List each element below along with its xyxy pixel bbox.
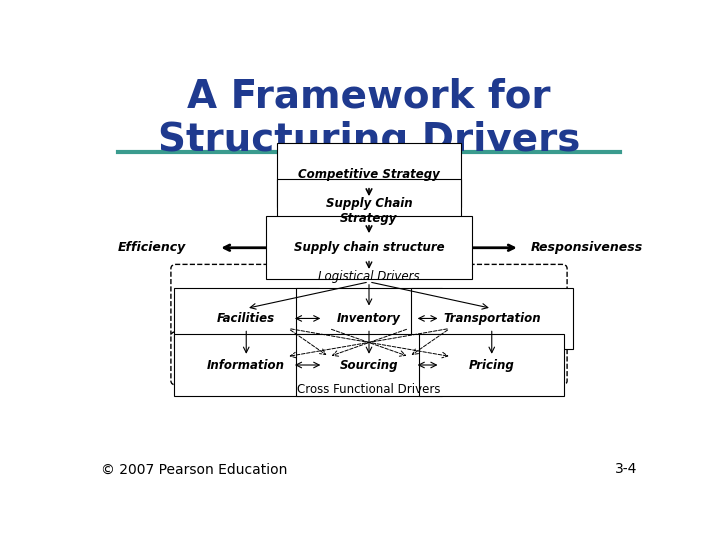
Text: Efficiency: Efficiency [117, 241, 186, 254]
Text: Supply Chain
Strategy: Supply Chain Strategy [325, 197, 413, 225]
FancyBboxPatch shape [277, 179, 461, 244]
FancyBboxPatch shape [266, 216, 472, 279]
Text: © 2007 Pearson Education: © 2007 Pearson Education [101, 462, 287, 476]
FancyBboxPatch shape [174, 288, 319, 349]
FancyBboxPatch shape [171, 332, 567, 385]
FancyBboxPatch shape [297, 334, 441, 396]
FancyBboxPatch shape [174, 334, 319, 396]
FancyBboxPatch shape [411, 288, 572, 349]
FancyBboxPatch shape [297, 288, 441, 349]
Text: Information: Information [207, 359, 285, 372]
FancyBboxPatch shape [171, 265, 567, 337]
Text: A Framework for
Structuring Drivers: A Framework for Structuring Drivers [158, 77, 580, 159]
Text: Transportation: Transportation [443, 312, 541, 325]
Text: Logistical Drivers: Logistical Drivers [318, 271, 420, 284]
Text: Inventory: Inventory [337, 312, 401, 325]
Text: Sourcing: Sourcing [340, 359, 398, 372]
Text: Responsiveness: Responsiveness [531, 241, 643, 254]
FancyBboxPatch shape [277, 144, 461, 207]
Text: Supply chain structure: Supply chain structure [294, 241, 444, 254]
FancyBboxPatch shape [419, 334, 564, 396]
Text: Cross Functional Drivers: Cross Functional Drivers [297, 383, 441, 396]
Text: Facilities: Facilities [217, 312, 275, 325]
Text: Competitive Strategy: Competitive Strategy [298, 168, 440, 181]
Text: 3-4: 3-4 [614, 462, 637, 476]
Text: Pricing: Pricing [469, 359, 515, 372]
